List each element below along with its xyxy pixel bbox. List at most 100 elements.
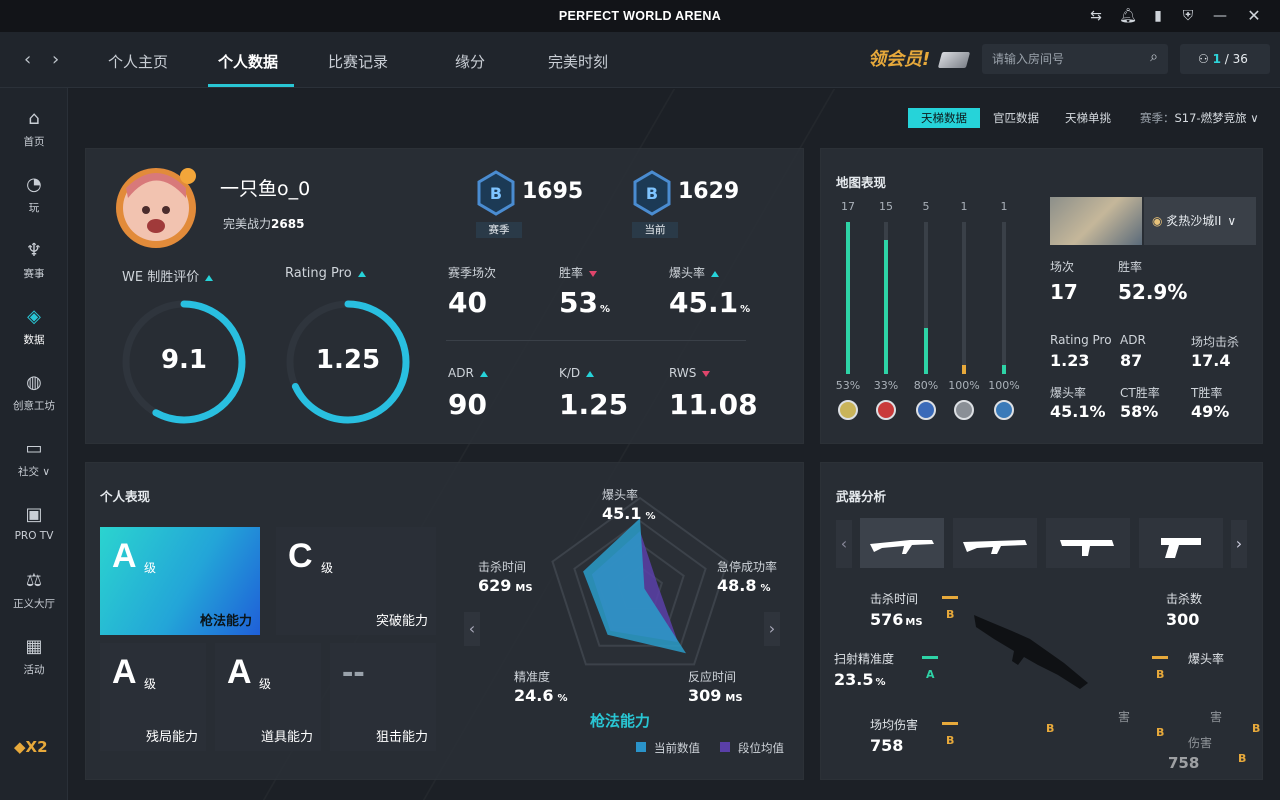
rank-current-score: 1629 <box>678 179 740 204</box>
map-bar-fill <box>884 240 888 374</box>
chevron-down-icon: ∨ <box>1227 214 1237 228</box>
radar-prev-button[interactable]: ‹ <box>464 612 480 646</box>
radar-next-button[interactable]: › <box>764 612 780 646</box>
grade-name: 突破能力 <box>375 614 428 629</box>
radar-axis-label: 精准度 <box>514 670 551 684</box>
tab-highlights[interactable]: 完美时刻 <box>548 53 609 71</box>
stat-label: 爆头率 <box>669 264 720 281</box>
signal-icon[interactable]: ▮ <box>1154 8 1162 24</box>
forward-arrow-icon[interactable]: › <box>52 49 60 70</box>
stat-value: 1.25 <box>559 388 629 421</box>
player-name: 一只鱼o_0 <box>220 178 311 200</box>
trophy-icon: ♆ <box>25 240 43 261</box>
close-icon[interactable]: ✕ <box>1247 6 1261 25</box>
grade-card[interactable]: C 级突破能力 <box>276 527 436 635</box>
home-icon: ⌂ <box>28 108 40 129</box>
grade-name: 道具能力 <box>260 730 313 745</box>
radar-axis-value: 45.1% <box>602 504 656 523</box>
map-emblem-icon: ◉ <box>1152 214 1167 228</box>
grade-name: 狙击能力 <box>375 730 428 745</box>
gauge-rating-value: 1.25 <box>315 345 381 375</box>
tab-fate[interactable]: 缘分 <box>455 53 486 71</box>
rank-season-label: 赛季 <box>476 222 522 238</box>
sidebar-item-6[interactable]: ▣ PRO TV <box>0 504 68 562</box>
map-emblem-icon[interactable] <box>954 400 974 420</box>
sidebar-item-label: 创意工坊 <box>13 400 55 412</box>
grade-card[interactable]: A 级道具能力 <box>215 643 321 751</box>
weapon-grade: B <box>1156 668 1165 681</box>
grade-suffix: 级 <box>259 677 272 691</box>
map-bar-winrate: 100% <box>988 379 1020 392</box>
season-selector[interactable]: 赛季：S17-燃梦竞旅 ∨ <box>1140 111 1259 125</box>
weapon-panel <box>820 462 1263 780</box>
map-selector[interactable]: ◉ 炙热沙城II ∨ <box>1144 197 1256 245</box>
sidebar-item-8[interactable]: ▦ 活动 <box>0 636 68 694</box>
map-emblem-icon[interactable] <box>916 400 936 420</box>
grade-suffix: 级 <box>321 561 334 575</box>
minimize-icon[interactable]: — <box>1213 8 1227 24</box>
gauge-we-value: 9.1 <box>160 345 208 375</box>
back-arrow-icon[interactable]: ‹ <box>24 49 32 70</box>
avatar[interactable] <box>108 158 208 258</box>
map-stat-label: T胜率 <box>1191 386 1223 400</box>
stat-value: 40 <box>448 286 487 319</box>
weapon-glock[interactable] <box>1139 518 1223 568</box>
rank-current: B 1629 当前 <box>632 170 739 238</box>
weapon-grade-bar <box>942 596 958 599</box>
map-emblem-icon[interactable] <box>838 400 858 420</box>
map-bar-fill <box>846 222 850 374</box>
swap-icon[interactable]: ⇆ <box>1090 8 1102 24</box>
gauge-rating <box>286 300 410 424</box>
radar-grid-ring <box>573 519 707 647</box>
title-bar: PERFECT WORLD ARENA ⇆ 🔔︎ ▮ ⛨ — ✕ <box>0 0 1280 32</box>
tab-personal-data[interactable]: 个人数据 <box>218 53 279 71</box>
tab-home[interactable]: 个人主页 <box>108 53 169 71</box>
weapon-grade-bar <box>922 656 938 659</box>
map-stat-value: 58% <box>1120 402 1159 421</box>
weapon-m4[interactable] <box>953 518 1037 568</box>
sidebar-item-label: 玩 <box>28 202 40 214</box>
map-bar-count: 1 <box>1000 200 1008 213</box>
sidebar-item-2[interactable]: ♆ 赛事 <box>0 240 68 298</box>
filter-ladder[interactable]: 天梯数据 <box>908 108 980 128</box>
performance-title: 个人表现 <box>100 489 151 504</box>
radar-axis-label: 反应时间 <box>688 670 737 684</box>
vip-button[interactable]: 领会员! <box>868 46 972 74</box>
map-panel-title: 地图表现 <box>836 175 887 190</box>
weapon-mp9[interactable] <box>1046 518 1130 568</box>
weapon-ak47[interactable] <box>860 518 944 568</box>
grade-card[interactable]: A 级残局能力 <box>100 643 206 751</box>
map-emblem-icon[interactable] <box>876 400 896 420</box>
search-icon[interactable]: ⌕ <box>1150 49 1158 65</box>
shield-icon[interactable]: ⛨ <box>1182 8 1194 24</box>
stat-value: 45.1% <box>669 286 751 319</box>
sidebar-item-0[interactable]: ⌂ 首页 <box>0 108 68 166</box>
weapon-stat-value: 300 <box>1166 610 1200 629</box>
sidebar-item-3[interactable]: ◈ 数据 <box>0 306 68 364</box>
sidebar-item-4[interactable]: ◍ 创意工坊 <box>0 372 68 430</box>
grade-card[interactable]: A 级枪法能力 <box>100 527 260 635</box>
sidebar-item-5[interactable]: ▭ 社交 ∨ <box>0 438 68 496</box>
active-tab-indicator <box>208 84 294 87</box>
radar-chart <box>551 496 729 666</box>
map-bar-fill <box>962 364 966 374</box>
room-search-input[interactable] <box>992 50 1132 68</box>
sidebar-item-1[interactable]: ◔ 玩 <box>0 174 68 232</box>
map-stat-label: Rating Pro <box>1050 333 1112 347</box>
bell-icon[interactable]: 🔔︎ <box>1119 8 1137 24</box>
top-nav: ‹ › 个人主页 个人数据 比赛记录 缘分 完美时刻 领会员! ⌕ ⚇ 1 / … <box>0 32 1280 88</box>
tv-icon: ▣ <box>25 504 43 525</box>
weapon-faded-text: 害 <box>1210 710 1223 724</box>
map-bar-track <box>924 222 928 374</box>
tab-match-history[interactable]: 比赛记录 <box>328 53 389 71</box>
sidebar-item-7[interactable]: ⚖ 正义大厅 <box>0 570 68 628</box>
stat-label: 胜率 <box>559 264 598 281</box>
weapon-next-button[interactable]: › <box>1231 520 1247 568</box>
filter-ladder-solo[interactable]: 天梯单挑 <box>1065 111 1111 125</box>
party-count[interactable]: ⚇ 1 / 36 <box>1180 44 1270 74</box>
grade-letter: A <box>227 653 252 691</box>
weapon-prev-button[interactable]: ‹ <box>836 520 852 568</box>
map-emblem-icon[interactable] <box>994 400 1014 420</box>
filter-official[interactable]: 官匹数据 <box>993 111 1039 125</box>
grade-card[interactable]: -- 狙击能力 <box>330 643 436 751</box>
